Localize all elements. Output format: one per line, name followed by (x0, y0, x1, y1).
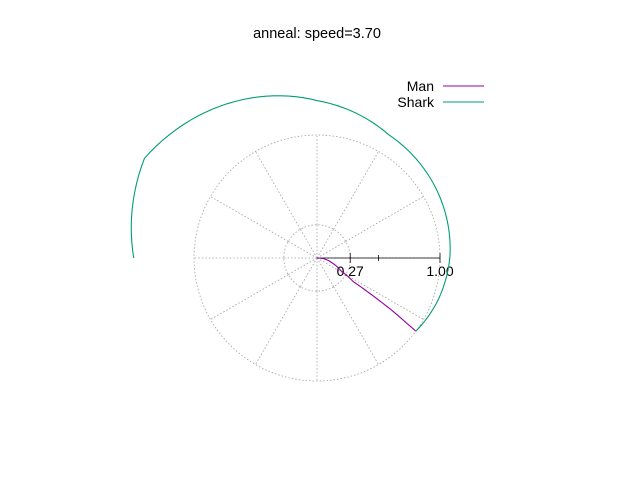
grid-spoke (345, 196, 424, 242)
series-line-man (316, 257, 417, 332)
grid-spoke (333, 286, 379, 365)
chart-title: anneal: speed=3.70 (253, 26, 381, 42)
grid-spoke (210, 196, 289, 242)
radial-tick-label: 1.00 (426, 263, 453, 279)
legend-label-man: Man (407, 78, 434, 94)
radial-tick-label: 0.27 (337, 263, 364, 279)
grid-spoke (255, 151, 301, 230)
series-line-shark (130, 95, 451, 332)
grid-spoke (333, 151, 379, 230)
grid-spoke (255, 286, 301, 365)
legend-label-shark: Shark (397, 94, 435, 110)
grid-spoke (345, 274, 424, 320)
series-layer (130, 95, 451, 332)
grid-spoke (210, 274, 289, 320)
